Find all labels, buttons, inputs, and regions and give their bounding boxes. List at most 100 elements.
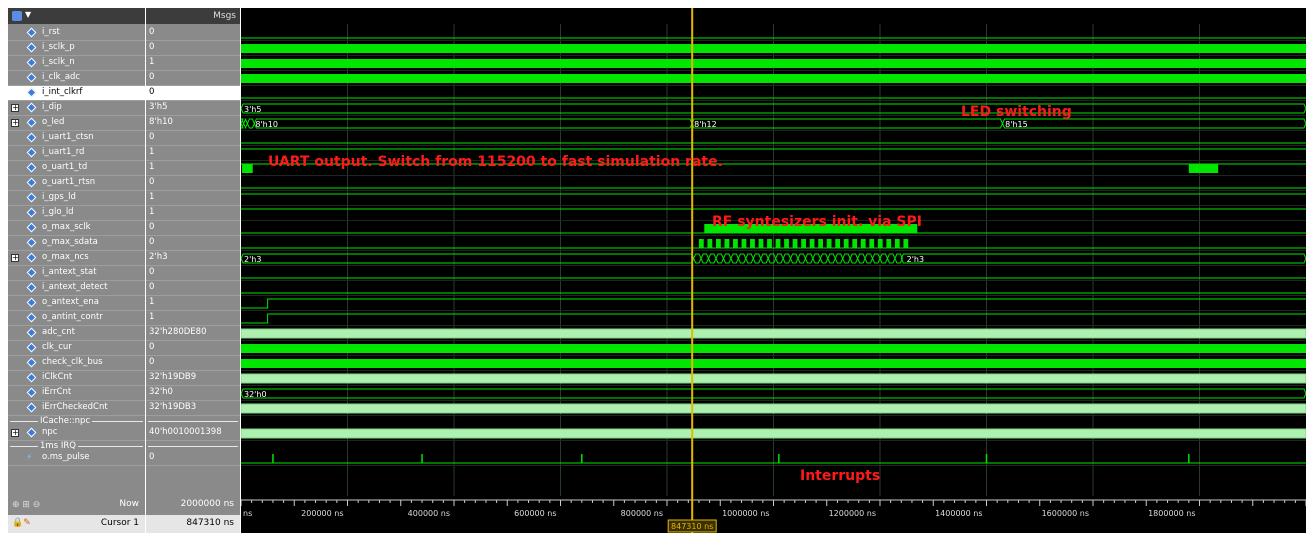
signal-row[interactable]: i_rst [8, 26, 145, 41]
signal-row[interactable]: + o_max_ncs [8, 251, 145, 266]
signal-row[interactable]: i_antext_stat [8, 266, 145, 281]
cursor-value: 847310 ns [186, 518, 234, 528]
signal-row[interactable]: + i_dip [8, 101, 145, 116]
signal-row[interactable]: o_max_sclk [8, 221, 145, 236]
signal-row[interactable]: o_antext_ena [8, 296, 145, 311]
bus-segment [886, 253, 896, 264]
bus-segment [693, 253, 702, 264]
signal-row[interactable]: i_clk_adc [8, 71, 145, 86]
signal-row[interactable]: ⚡ o.ms_pulse [8, 451, 145, 466]
signal-value-row: 1 [146, 191, 240, 206]
spi-data-bit [724, 239, 730, 248]
signal-value: 0 [149, 342, 155, 352]
bus-adc_cnt [241, 328, 1306, 339]
signal-value: 32'h0 [149, 387, 173, 397]
signal-row[interactable]: i_sclk_p [8, 41, 145, 56]
signal-diamond-icon [26, 342, 37, 353]
signal-row[interactable]: o_uart1_td [8, 161, 145, 176]
bus-segment [691, 118, 1004, 129]
spi-data-bit [860, 239, 866, 248]
timeline-tick-label: 200000 ns [301, 509, 343, 518]
dropdown-chevron-icon[interactable]: ▼ [25, 10, 32, 19]
wave-i_sclk_p [241, 44, 1306, 53]
zoom-icons[interactable]: ⊕ ⊞ ⊖ [12, 500, 41, 510]
signal-name: o_led [42, 117, 65, 127]
signal-row[interactable]: iClkCnt [8, 371, 145, 386]
signal-row[interactable]: iErrCheckedCnt [8, 401, 145, 416]
signal-value: 8'h10 [149, 117, 173, 127]
wave-i_clk_adc [241, 74, 1306, 83]
spi-data-bit [801, 239, 806, 248]
bus-iErrCheckedCnt [241, 403, 1306, 414]
bus-segment [879, 253, 889, 264]
signal-value-row: 1 [146, 56, 240, 71]
bus-segment [752, 253, 762, 264]
signal-row[interactable]: i_uart1_ctsn [8, 131, 145, 146]
signal-value-row: 0 [146, 26, 240, 41]
bus-segment [241, 253, 695, 264]
signal-diamond-icon [26, 192, 37, 203]
bus-segment [775, 253, 784, 264]
signal-row[interactable]: + npc [8, 426, 145, 441]
signal-row[interactable]: check_clk_bus [8, 356, 145, 371]
signal-row[interactable]: i_sclk_n [8, 56, 145, 71]
expand-icon[interactable]: + [11, 428, 19, 437]
spi-data-bit [750, 239, 755, 248]
signal-row[interactable]: adc_cnt [8, 326, 145, 341]
signal-diamond-icon [26, 312, 37, 323]
signal-row[interactable]: i_int_clkrf [8, 86, 145, 101]
bus-segment [241, 118, 245, 129]
timeline-pane[interactable]: ns 200000 ns 400000 ns 600000 ns 800000 ns 10… [241, 496, 1306, 533]
spi-data-bit [818, 239, 824, 248]
signal-row[interactable]: iErrCnt [8, 386, 145, 401]
spi-data-bit [894, 239, 900, 248]
signal-row[interactable]: i_gps_ld [8, 191, 145, 206]
bus-segment [827, 253, 836, 264]
bus-iClkCnt [241, 373, 1306, 384]
expand-icon[interactable]: + [11, 253, 19, 262]
bus-segment [253, 118, 693, 129]
signal-name: iErrCnt [42, 387, 72, 397]
expand-icon[interactable]: + [11, 103, 19, 112]
signal-row[interactable]: i_glo_ld [8, 206, 145, 221]
spi-data-bit [775, 239, 781, 248]
signal-value-row: 0 [146, 266, 240, 281]
signal-row[interactable]: clk_cur [8, 341, 145, 356]
signal-row[interactable]: o_antint_contr [8, 311, 145, 326]
signal-value-row: 32'h0 [146, 386, 240, 401]
signal-value: 1 [149, 57, 155, 67]
signal-value: 1 [149, 297, 155, 307]
signal-value-row: 0 [146, 236, 240, 251]
bus-label: 2'h3 [244, 255, 261, 264]
signal-name: i_antext_detect [42, 282, 108, 292]
signal-name: i_clk_adc [42, 72, 81, 82]
wave-tool-icon[interactable] [12, 11, 22, 21]
expand-icon[interactable]: + [11, 118, 19, 127]
bus-segment [864, 253, 874, 264]
spi-data-bit [792, 239, 798, 248]
spi-data-bit [758, 239, 764, 248]
timeline-tick-label: 1200000 ns [829, 509, 876, 518]
signal-row[interactable]: + o_led [8, 116, 145, 131]
signal-row[interactable]: o_uart1_rtsn [8, 176, 145, 191]
signal-diamond-icon [26, 237, 37, 248]
cursor-lock-icon[interactable]: 🔒✎ [12, 518, 31, 528]
signal-value-row: 2'h3 [146, 251, 240, 266]
signal-name: i_sclk_p [42, 42, 75, 52]
signal-value-row: 0 [146, 86, 240, 101]
signal-name: i_uart1_ctsn [42, 132, 94, 142]
group-divider-value [146, 416, 240, 426]
signal-row[interactable]: i_uart1_rd [8, 146, 145, 161]
bus-segment [819, 253, 829, 264]
signal-value-row: 0 [146, 341, 240, 356]
signal-name: i_glo_ld [42, 207, 74, 217]
group-divider-value [146, 441, 240, 451]
signal-value: 40'h0010001398 [149, 427, 222, 437]
signal-row[interactable]: o_max_sdata [8, 236, 145, 251]
signal-row[interactable]: i_antext_detect [8, 281, 145, 296]
signal-value-row: 1 [146, 161, 240, 176]
spi-data-bit [784, 239, 789, 248]
bus-segment [782, 253, 792, 264]
waveform-pane[interactable]: 3'h5 8'h10 8'h12 8'h15 2'h3 2'h3 32'h0 LED swi… [241, 8, 1306, 496]
signal-name: o.ms_pulse [42, 452, 90, 462]
